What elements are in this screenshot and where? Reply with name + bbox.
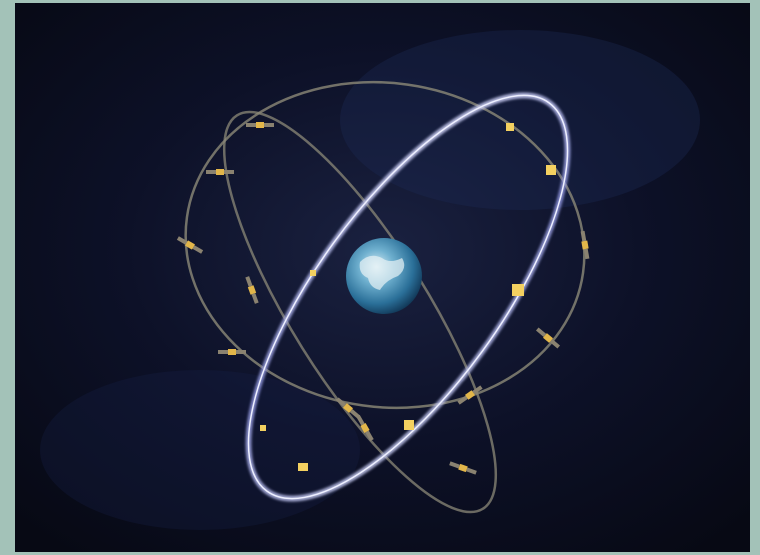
satellite-light [512,284,524,296]
satellite-light [310,270,316,276]
orbits [184,80,586,514]
satellite-light [298,463,308,471]
satellite-light [260,425,266,431]
orbit [184,80,586,410]
nebula [340,30,700,210]
orbit-bright-core [247,94,569,500]
nebula [40,370,360,530]
earth-clouds [359,255,405,290]
satellite-light [404,420,414,430]
satellite-light [506,123,514,131]
ring-lights [260,123,556,471]
satellite-light [546,165,556,175]
